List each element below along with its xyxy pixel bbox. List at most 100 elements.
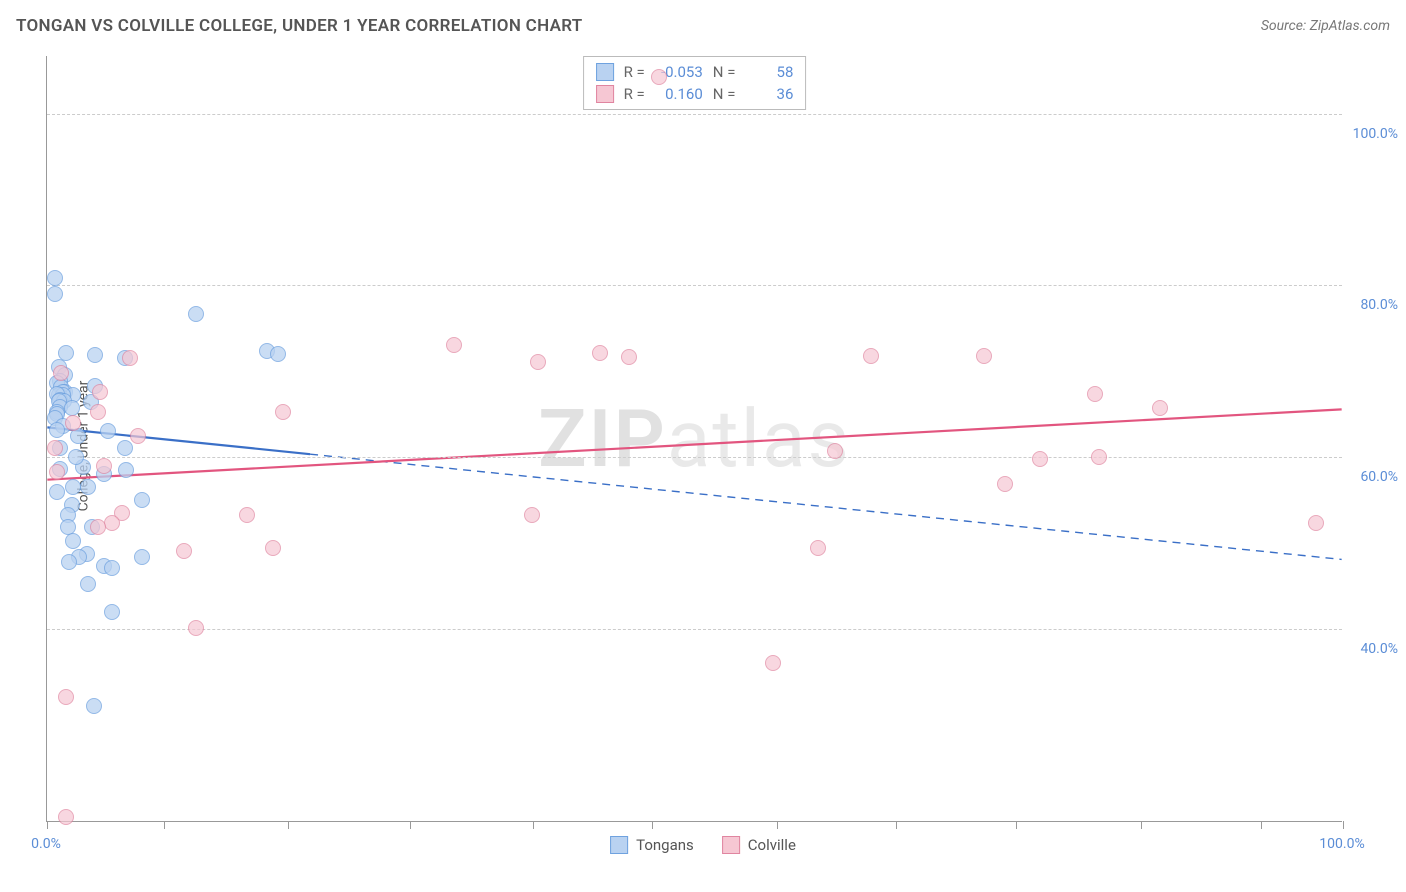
legend-item-1: Colville [722, 836, 796, 854]
data-point [100, 423, 116, 439]
data-point [104, 560, 120, 576]
data-point [49, 484, 65, 500]
xtick [1343, 821, 1344, 829]
xtick-label: 100.0% [1319, 836, 1364, 852]
data-point [651, 69, 667, 85]
xtick [288, 821, 289, 829]
data-point [47, 440, 63, 456]
n-value: 58 [745, 63, 793, 81]
data-point [1091, 449, 1107, 465]
xtick [777, 821, 778, 829]
chart-title: TONGAN VS COLVILLE COLLEGE, UNDER 1 YEAR… [16, 16, 583, 36]
data-point [104, 515, 120, 531]
swatch-icon [610, 836, 628, 854]
ytick-label: 60.0% [1348, 469, 1398, 485]
data-point [592, 345, 608, 361]
stats-legend: R = -0.053 N = 58 R = 0.160 N = 36 [583, 56, 807, 110]
n-label: N = [713, 63, 736, 81]
data-point [810, 540, 826, 556]
r-label: R = [624, 85, 645, 103]
data-point [87, 347, 103, 363]
data-point [90, 519, 106, 535]
data-point [70, 428, 86, 444]
data-point [997, 476, 1013, 492]
data-point [64, 400, 80, 416]
source-label: Source: ZipAtlas.com [1261, 18, 1390, 34]
xtick-label: 0.0% [31, 836, 61, 852]
trend-lines [47, 56, 1342, 821]
data-point [86, 698, 102, 714]
xtick [47, 821, 48, 829]
data-point [275, 404, 291, 420]
stats-row-1: R = 0.160 N = 36 [596, 83, 794, 105]
data-point [58, 809, 74, 825]
data-point [1087, 386, 1103, 402]
gridline [47, 629, 1342, 630]
data-point [65, 415, 81, 431]
data-point [265, 540, 281, 556]
data-point [92, 384, 108, 400]
data-point [61, 554, 77, 570]
data-point [117, 440, 133, 456]
data-point [80, 479, 96, 495]
stats-row-0: R = -0.053 N = 58 [596, 61, 794, 83]
xtick [164, 821, 165, 829]
swatch-icon [722, 836, 740, 854]
data-point [1032, 451, 1048, 467]
data-point [446, 337, 462, 353]
data-point [1308, 515, 1324, 531]
data-point [765, 655, 781, 671]
xtick [533, 821, 534, 829]
data-point [188, 620, 204, 636]
plot-area: ZIPatlas R = -0.053 N = 58 R = 0.160 N =… [46, 56, 1342, 822]
data-point [621, 349, 637, 365]
data-point [118, 462, 134, 478]
data-point [122, 350, 138, 366]
data-point [53, 365, 69, 381]
gridline [47, 457, 1342, 458]
legend-item-0: Tongans [610, 836, 694, 854]
gridline [47, 114, 1342, 115]
swatch-icon [596, 63, 614, 81]
data-point [96, 458, 112, 474]
ytick-label: 80.0% [1348, 297, 1398, 313]
data-point [49, 464, 65, 480]
data-point [863, 348, 879, 364]
xtick [1261, 821, 1262, 829]
data-point [104, 604, 120, 620]
r-label: R = [624, 63, 645, 81]
data-point [65, 533, 81, 549]
data-point [188, 306, 204, 322]
data-point [68, 449, 84, 465]
data-point [530, 354, 546, 370]
data-point [65, 479, 81, 495]
data-point [49, 422, 65, 438]
xtick [652, 821, 653, 829]
data-point [134, 549, 150, 565]
data-point [239, 507, 255, 523]
xtick [896, 821, 897, 829]
n-value: 36 [745, 85, 793, 103]
data-point [270, 346, 286, 362]
data-point [130, 428, 146, 444]
n-label: N = [713, 85, 736, 103]
data-point [47, 286, 63, 302]
gridline [47, 285, 1342, 286]
xtick [1016, 821, 1017, 829]
legend-label: Colville [748, 836, 796, 854]
ytick-label: 40.0% [1348, 641, 1398, 657]
data-point [524, 507, 540, 523]
data-point [976, 348, 992, 364]
data-point [58, 689, 74, 705]
r-value: 0.160 [655, 85, 703, 103]
xtick [410, 821, 411, 829]
data-point [1152, 400, 1168, 416]
data-point [176, 543, 192, 559]
data-point [827, 443, 843, 459]
data-point [134, 492, 150, 508]
data-point [90, 404, 106, 420]
data-point [47, 270, 63, 286]
data-point [80, 576, 96, 592]
legend-label: Tongans [636, 836, 694, 854]
xtick [1141, 821, 1142, 829]
